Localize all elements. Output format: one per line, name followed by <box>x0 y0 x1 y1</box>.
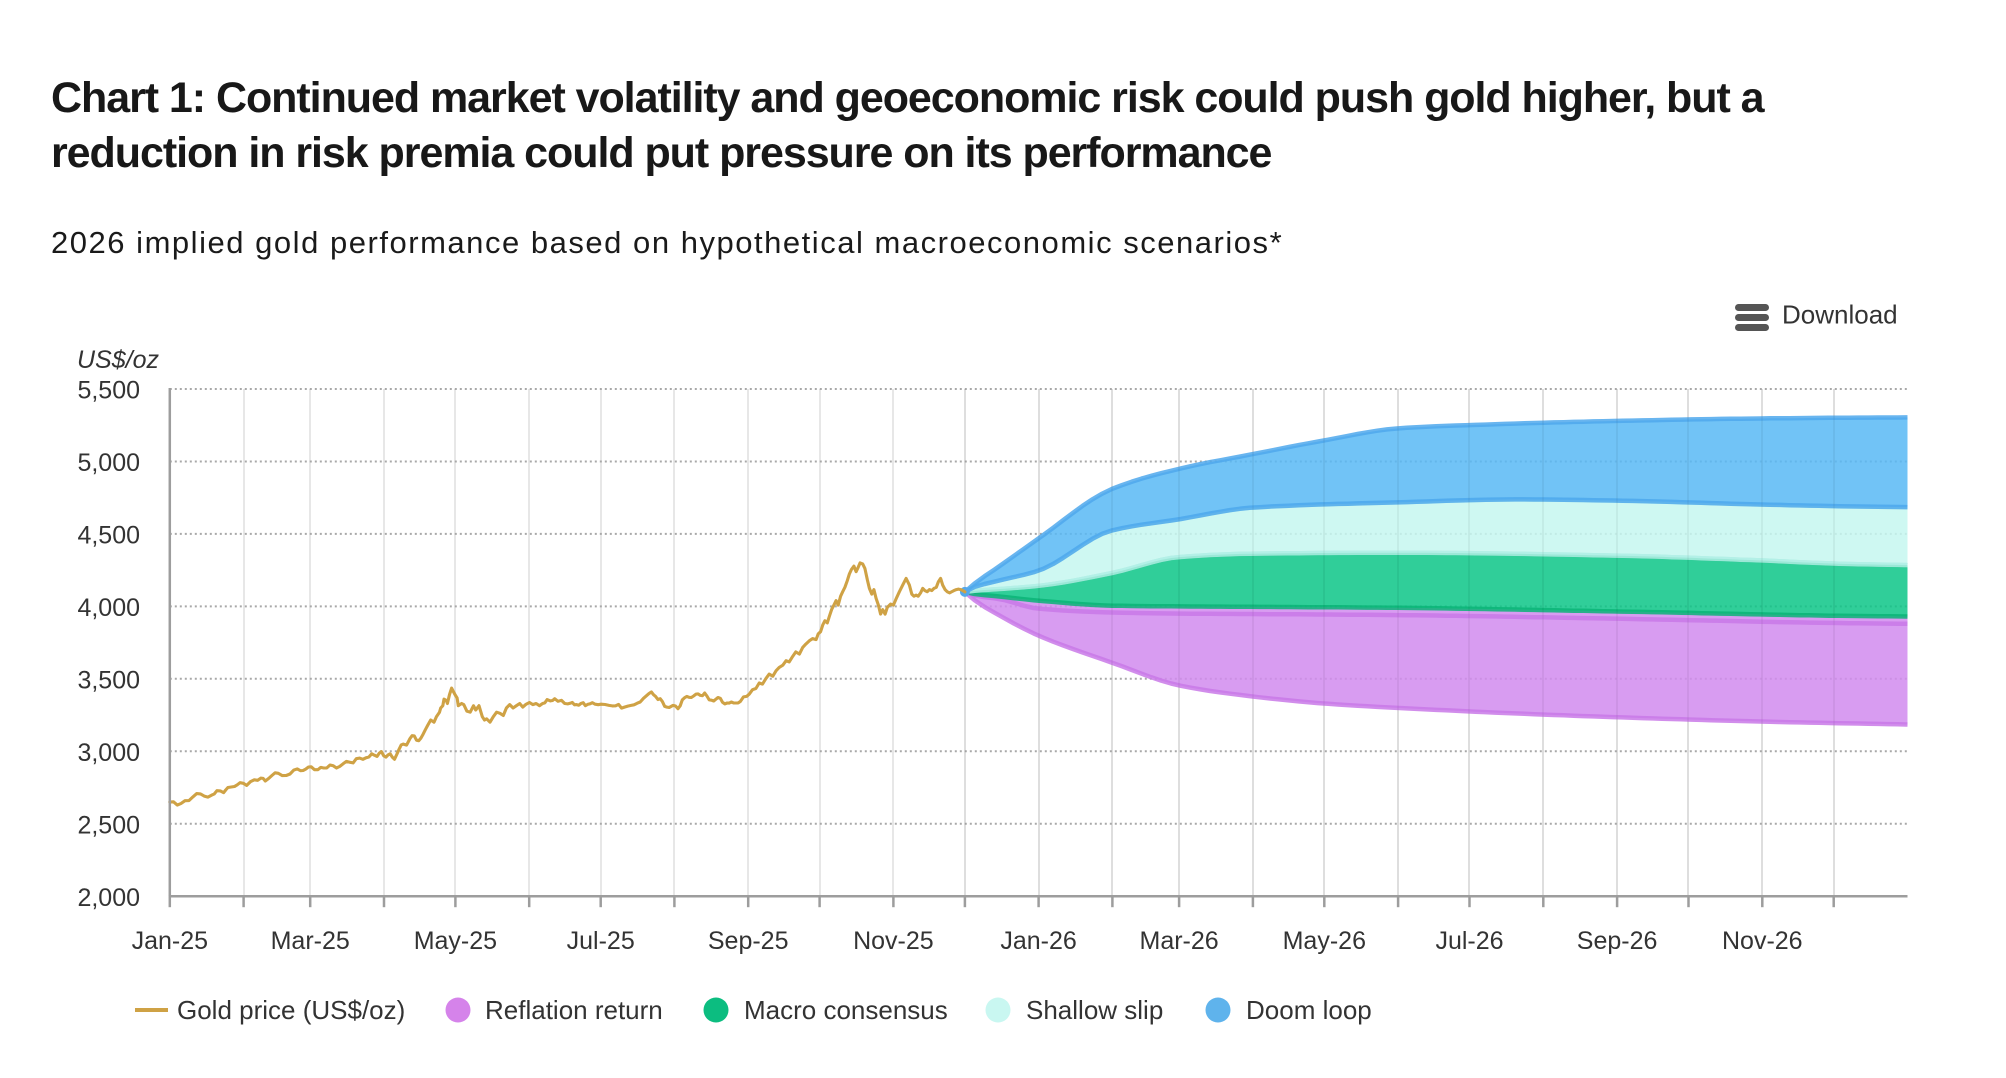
svg-text:Shallow slip: Shallow slip <box>1026 995 1163 1025</box>
svg-text:4,500: 4,500 <box>77 522 140 550</box>
svg-text:Jan-26: Jan-26 <box>1000 927 1076 955</box>
svg-text:Jul-25: Jul-25 <box>567 927 635 955</box>
svg-text:May-26: May-26 <box>1283 927 1366 955</box>
svg-text:Gold price (US$/oz): Gold price (US$/oz) <box>177 995 405 1025</box>
svg-text:Mar-25: Mar-25 <box>271 927 350 955</box>
svg-text:US$/oz: US$/oz <box>77 346 159 374</box>
svg-text:Jan-25: Jan-25 <box>132 927 208 955</box>
svg-text:2,000: 2,000 <box>77 884 140 912</box>
svg-text:Download: Download <box>1782 300 1898 330</box>
svg-text:4,000: 4,000 <box>77 594 140 622</box>
svg-text:May-25: May-25 <box>414 927 497 955</box>
svg-text:2,500: 2,500 <box>77 812 140 840</box>
svg-text:5,000: 5,000 <box>77 449 140 477</box>
svg-text:Doom loop: Doom loop <box>1246 995 1372 1025</box>
svg-text:3,500: 3,500 <box>77 667 140 695</box>
svg-text:Nov-25: Nov-25 <box>853 927 934 955</box>
svg-text:Macro consensus: Macro consensus <box>744 995 948 1025</box>
svg-text:Sep-25: Sep-25 <box>708 927 789 955</box>
svg-text:5,500: 5,500 <box>77 377 140 405</box>
svg-text:Jul-26: Jul-26 <box>1435 927 1503 955</box>
svg-text:Reflation return: Reflation return <box>485 995 663 1025</box>
svg-text:Sep-26: Sep-26 <box>1577 927 1658 955</box>
svg-text:3,000: 3,000 <box>77 739 140 767</box>
svg-text:Nov-26: Nov-26 <box>1722 927 1803 955</box>
svg-text:Mar-26: Mar-26 <box>1140 927 1219 955</box>
